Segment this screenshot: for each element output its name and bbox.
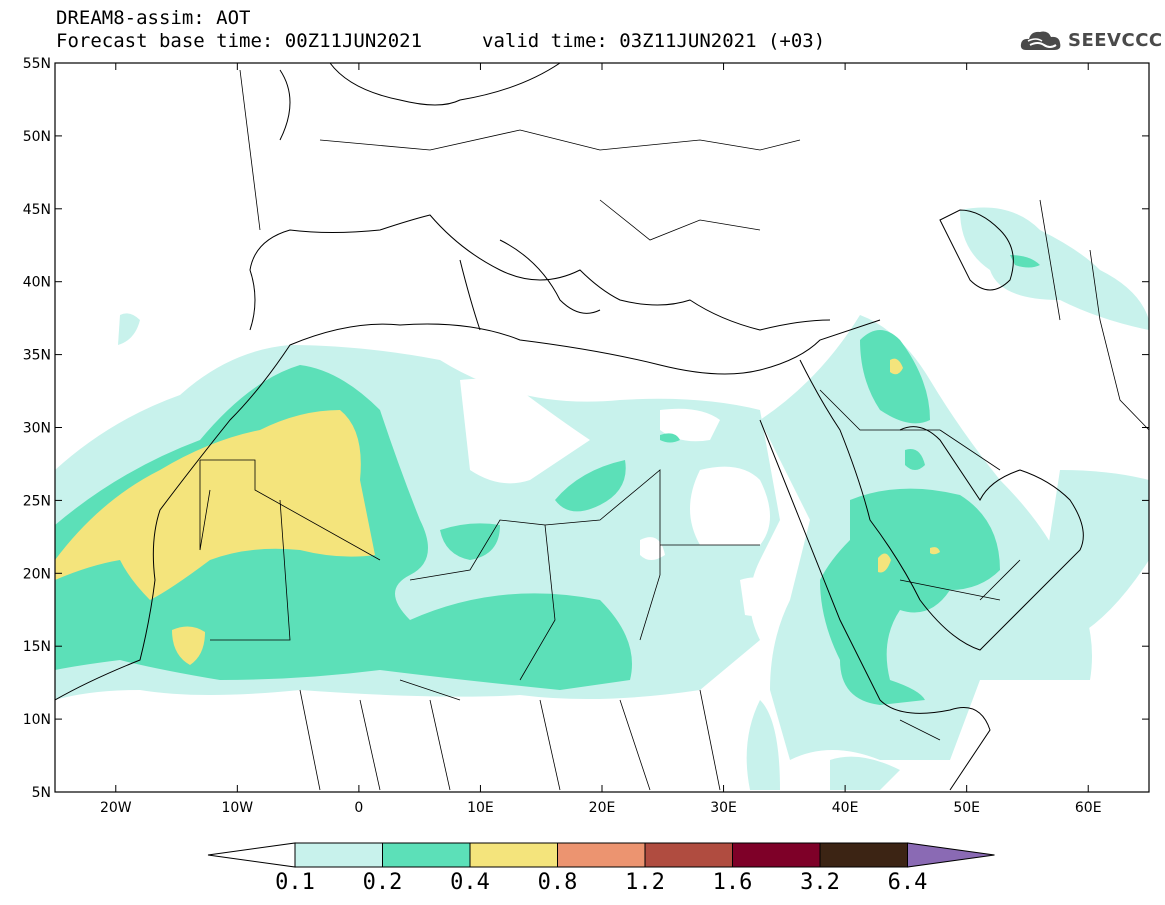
colorbar-swatch [644, 842, 733, 868]
map-title: DREAM8-assim: AOT [56, 7, 251, 29]
colorbar-swatch [732, 842, 821, 868]
colorbar-swatch [382, 842, 471, 868]
aot-field [55, 207, 1149, 790]
lat-tick-label: 15N [23, 639, 51, 655]
colorbar-label: 6.4 [887, 870, 928, 895]
colorbar-label: 0.8 [537, 870, 578, 895]
lat-tick-label: 20N [23, 566, 51, 582]
lat-tick-label: 50N [23, 129, 51, 145]
colorbar-swatch [557, 842, 646, 868]
lat-tick-label: 40N [23, 275, 51, 291]
seevccc-logo: SEEVCCC [1018, 26, 1162, 56]
colorbar-label: 3.2 [800, 870, 840, 895]
colorbar-under-triangle [207, 842, 296, 868]
colorbar-over-triangle [907, 842, 995, 868]
lon-tick-label: 40E [832, 800, 859, 816]
colorbar-label: 1.2 [625, 870, 665, 895]
colorbar [207, 842, 995, 868]
colorbar-swatch [469, 842, 558, 868]
latitude-axis: 55N 50N 45N 40N 35N 30N 25N 20N 15N 10N 5N [23, 56, 1149, 801]
valid-time: valid time: 03Z11JUN2021 (+03) [482, 30, 826, 52]
colorbar-label: 0.1 [275, 870, 315, 895]
borders [199, 69, 1149, 791]
colorbar-label: 1.6 [712, 870, 753, 895]
lat-tick-label: 55N [23, 56, 51, 72]
lon-tick-label: 20W [100, 800, 132, 816]
lon-tick-label: 20E [589, 800, 616, 816]
lon-tick-label: 0 [354, 800, 363, 816]
colorbar-swatch [294, 842, 383, 868]
aot-level-0.4 [55, 358, 940, 665]
lat-tick-label: 25N [23, 493, 51, 509]
colorbar-label: 0.4 [450, 870, 490, 895]
lon-tick-label: 10W [221, 800, 253, 816]
cloud-icon [1020, 31, 1061, 50]
lon-tick-label: 60E [1075, 800, 1102, 816]
lat-tick-label: 30N [23, 421, 51, 437]
longitude-axis: 20W 10W 0 10E 20E 30E 40E 50E 60E [100, 63, 1102, 816]
coastlines [55, 63, 1084, 791]
lon-tick-label: 10E [467, 800, 494, 816]
lon-tick-label: 50E [953, 800, 980, 816]
colorbar-swatch [819, 842, 908, 868]
forecast-base-time: Forecast base time: 00Z11JUN2021 [56, 30, 423, 52]
lat-tick-label: 5N [32, 785, 51, 801]
logo-text: SEEVCCC [1068, 30, 1163, 51]
lat-tick-label: 10N [23, 712, 51, 728]
lat-tick-label: 35N [23, 348, 51, 364]
aot-gaps [460, 378, 780, 616]
lat-tick-label: 45N [23, 202, 51, 218]
colorbar-label: 0.2 [362, 870, 403, 895]
lon-tick-label: 30E [710, 800, 737, 816]
